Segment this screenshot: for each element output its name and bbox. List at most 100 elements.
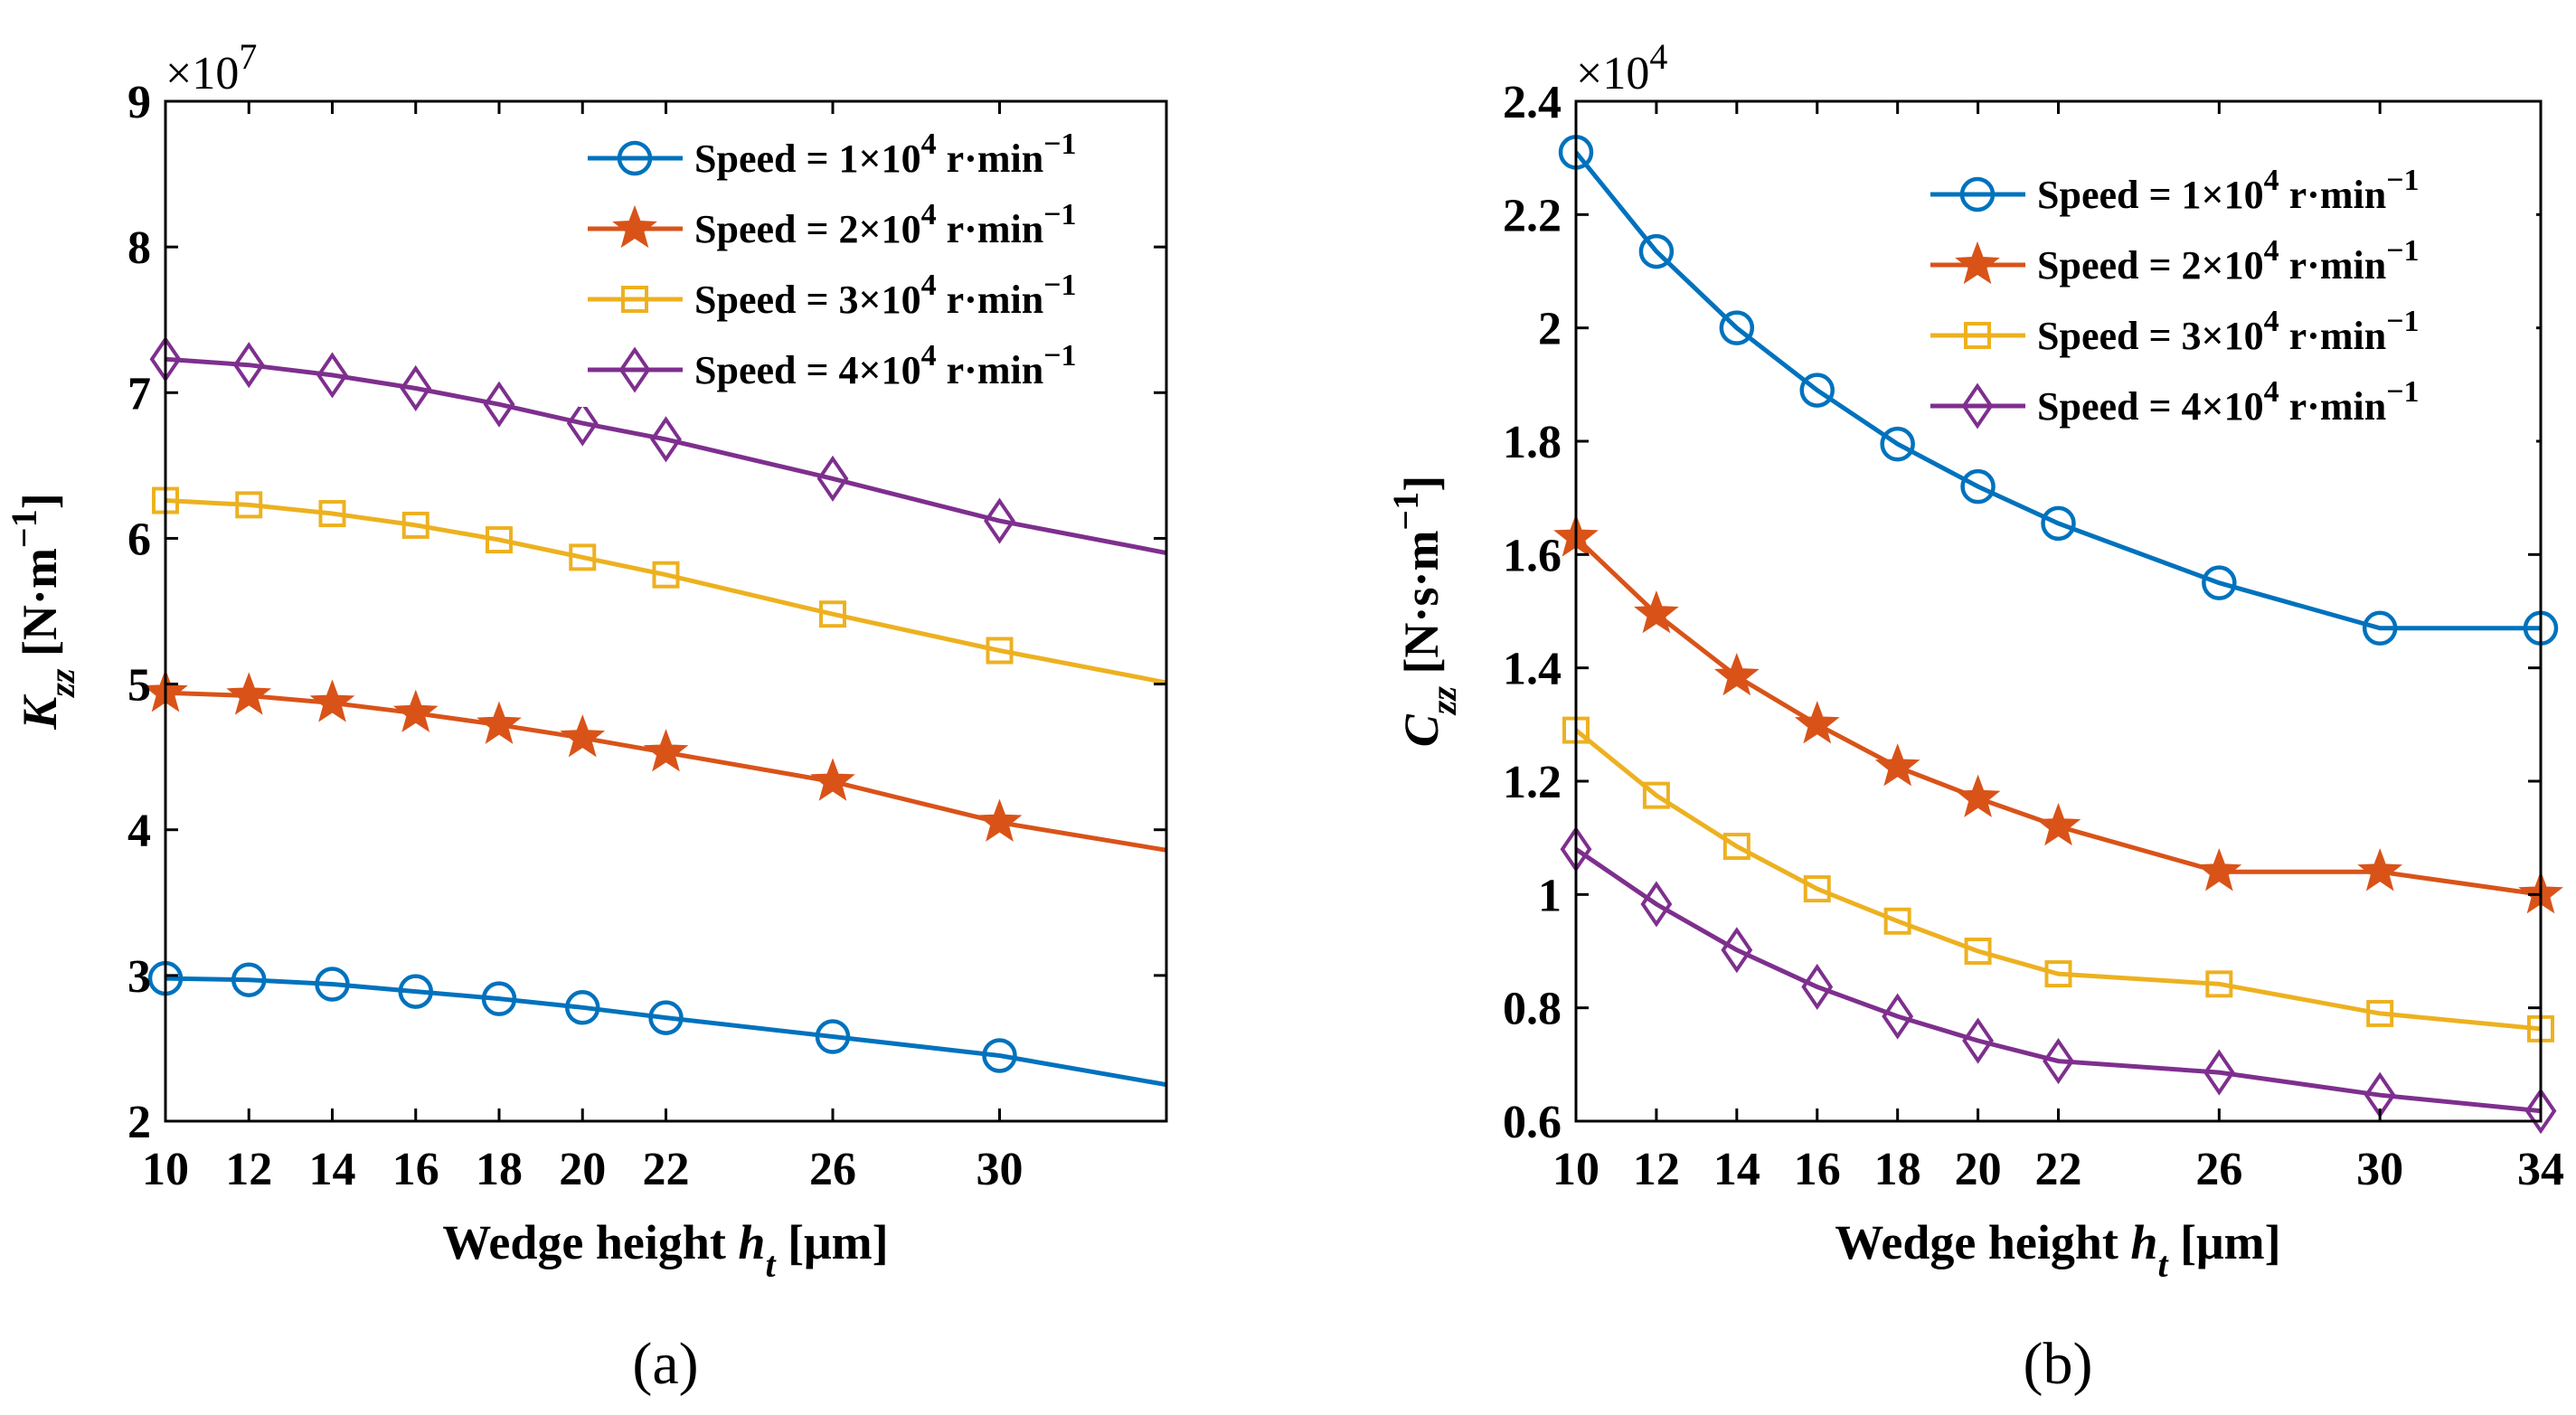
data-point — [226, 672, 272, 715]
data-point — [477, 701, 522, 744]
data-point — [2196, 848, 2242, 891]
data-point — [648, 1000, 684, 1035]
series-markers-3 — [1562, 716, 2554, 1042]
data-point — [560, 714, 606, 758]
data-point — [569, 543, 597, 571]
data-point — [1955, 774, 2001, 817]
x-tick-label: 10 — [1552, 1144, 1599, 1195]
data-point — [819, 600, 846, 628]
data-point — [1964, 938, 1992, 965]
data-point — [2041, 505, 2076, 542]
legend-label: Speed = 2×104 r·min−1 — [694, 198, 1077, 251]
data-point — [1722, 833, 1750, 861]
data-point — [815, 1019, 851, 1054]
legend-box — [579, 118, 1153, 407]
legend-marker — [1955, 241, 2000, 285]
series-line-2 — [1576, 535, 2541, 897]
legend-marker — [1959, 176, 1996, 212]
x-tick-label: 12 — [1633, 1144, 1680, 1195]
x-tick-label: 20 — [559, 1144, 606, 1195]
y-tick-label: 3 — [127, 951, 151, 1003]
y-tick-label: 8 — [127, 222, 151, 274]
legend-label: Speed = 3×104 r·min−1 — [2037, 305, 2420, 358]
legend-item-1: Speed = 1×104 r·min−1 — [588, 127, 1077, 181]
series-line-2 — [165, 690, 1166, 853]
legend-label: Speed = 4×104 r·min−1 — [2037, 375, 2420, 429]
series-markers-1 — [1558, 135, 2559, 646]
data-point — [1799, 373, 1835, 408]
y-tick-label: 0.8 — [1503, 984, 1562, 1035]
data-point — [483, 381, 515, 428]
chart-a: 10 12 14 16 18 20 22 26 30 2 3 4 5 6 7 8 9 ×107 Wedge heig… — [4, 36, 1168, 1397]
legend-marker — [612, 204, 657, 249]
legend-marker — [617, 140, 653, 176]
y-tick-label: 2 — [127, 1097, 151, 1148]
data-point — [982, 1038, 1017, 1073]
legend-marker — [1964, 322, 1991, 349]
data-point — [318, 500, 346, 528]
legend-item-2: Speed = 2×104 r·min−1 — [1930, 234, 2420, 288]
data-point — [1721, 927, 1753, 974]
data-point — [986, 637, 1014, 665]
legend-item-4: Speed = 4×104 r·min−1 — [1930, 375, 2420, 429]
y-tick-label: 7 — [127, 368, 151, 420]
series-markers-2 — [143, 669, 1023, 842]
data-point — [235, 491, 263, 519]
y-exponent-label: ×107 — [165, 36, 257, 99]
x-tick-label: 20 — [1955, 1144, 2002, 1195]
legend-marker — [1961, 382, 1994, 429]
legend-box — [1921, 154, 2536, 443]
legend-label: Speed = 2×104 r·min−1 — [2037, 234, 2420, 288]
x-tick-label: 16 — [392, 1144, 439, 1195]
series-markers-3 — [152, 486, 1014, 665]
data-point — [1642, 781, 1670, 809]
data-point — [977, 798, 1023, 842]
data-point — [816, 455, 849, 502]
series-markers-4 — [149, 335, 1015, 544]
data-point — [2035, 802, 2081, 846]
legend-label: Speed = 3×104 r·min−1 — [694, 269, 1077, 322]
legend: Speed = 1×104 r·min−1 Speed = 2×104 r·min… — [579, 118, 1153, 407]
y-tick-label: 1.2 — [1503, 757, 1562, 808]
data-point — [232, 342, 265, 389]
data-point — [1801, 963, 1834, 1011]
x-tick-label: 26 — [2195, 1144, 2242, 1195]
data-point — [565, 990, 600, 1025]
x-axis-label: Wedge height ht [μm] — [442, 1215, 888, 1285]
data-point — [2362, 610, 2398, 646]
data-point — [2205, 970, 2233, 998]
series-markers-2 — [1553, 514, 2563, 914]
y-tick-label: 4 — [127, 806, 151, 857]
data-point — [231, 962, 267, 997]
data-point — [566, 400, 599, 447]
x-tick-label: 14 — [1713, 1144, 1760, 1195]
y-axis-label: Kzz [N·m−1] — [4, 493, 82, 730]
series-line-1 — [165, 976, 1166, 1088]
series-line-4 — [1576, 847, 2541, 1114]
panel-label: (a) — [632, 1331, 698, 1397]
data-point — [2044, 960, 2072, 988]
y-tick-label: 6 — [127, 514, 151, 565]
data-point — [1640, 881, 1673, 928]
series-line-1 — [1576, 150, 2541, 631]
chart-b: 10 12 14 16 18 20 22 26 30 34 0.6 0.8 1 1.2 1.4 1.6 1.8 2… — [1385, 36, 2564, 1397]
y-tick-label: 1 — [1538, 870, 1562, 921]
data-point — [1794, 701, 1840, 744]
data-point — [398, 974, 433, 1009]
data-point — [1634, 590, 1679, 634]
data-point — [650, 416, 682, 463]
data-point — [486, 526, 513, 554]
y-axis-label: Czz [N·s·m−1] — [1385, 476, 1464, 747]
data-point — [1803, 875, 1831, 903]
data-point — [1960, 468, 1996, 505]
legend-item-1: Speed = 1×104 r·min−1 — [1930, 164, 2420, 217]
y-tick-label: 1.4 — [1503, 644, 1562, 695]
y-tick-label: 1.8 — [1503, 417, 1562, 468]
data-point — [643, 729, 689, 772]
y-tick-label: 5 — [127, 660, 151, 712]
data-point — [309, 679, 355, 722]
legend-item-3: Speed = 3×104 r·min−1 — [588, 269, 1077, 322]
data-point — [1713, 652, 1760, 696]
x-tick-label: 18 — [1874, 1144, 1921, 1195]
